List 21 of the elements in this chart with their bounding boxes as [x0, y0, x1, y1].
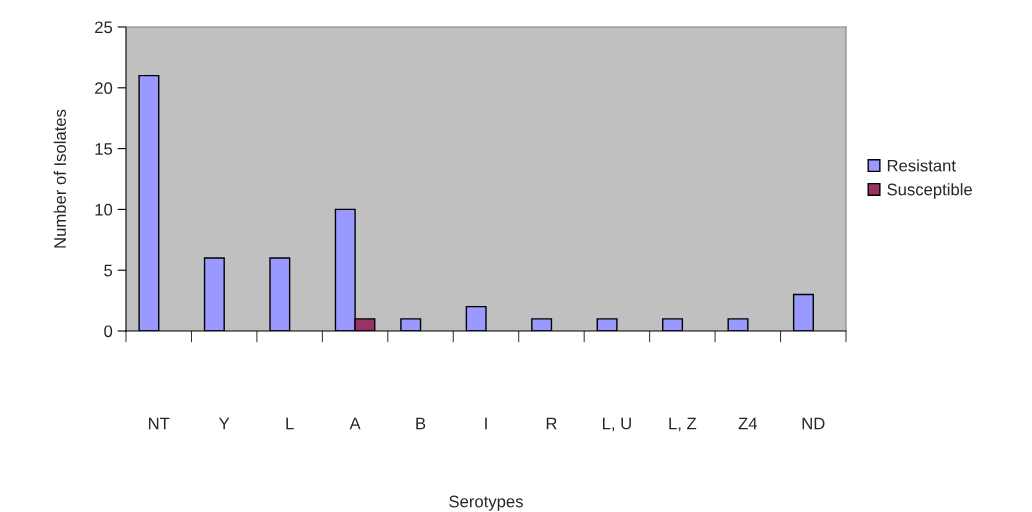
x-tick-label: Y — [218, 417, 230, 430]
y-tick-label: 15 — [95, 143, 113, 155]
x-tick-label: A — [349, 417, 361, 430]
legend-label: Resistant — [887, 159, 956, 172]
x-tick-label: L — [286, 417, 294, 430]
x-tick-label: Z4 — [738, 417, 758, 430]
x-tick-label: L, Z — [669, 417, 697, 432]
x-tick-label: ND — [802, 417, 825, 430]
y-tick-label: 0 — [104, 325, 113, 338]
y-axis-title: Number of Isolates — [53, 109, 66, 248]
x-tick-label: L, U — [602, 417, 631, 432]
x-tick-label: I — [485, 417, 487, 430]
y-tick-label: 10 — [95, 203, 113, 216]
y-tick-label: 25 — [95, 21, 113, 34]
x-axis-title: Serotypes — [449, 495, 523, 511]
y-tick-label: 20 — [95, 82, 113, 94]
x-tick-label: R — [546, 417, 557, 430]
x-tick-label: NT — [148, 417, 170, 430]
x-tick-label: B — [416, 417, 426, 430]
legend-label: Susceptible — [887, 183, 972, 199]
y-tick-label: 5 — [104, 264, 113, 277]
